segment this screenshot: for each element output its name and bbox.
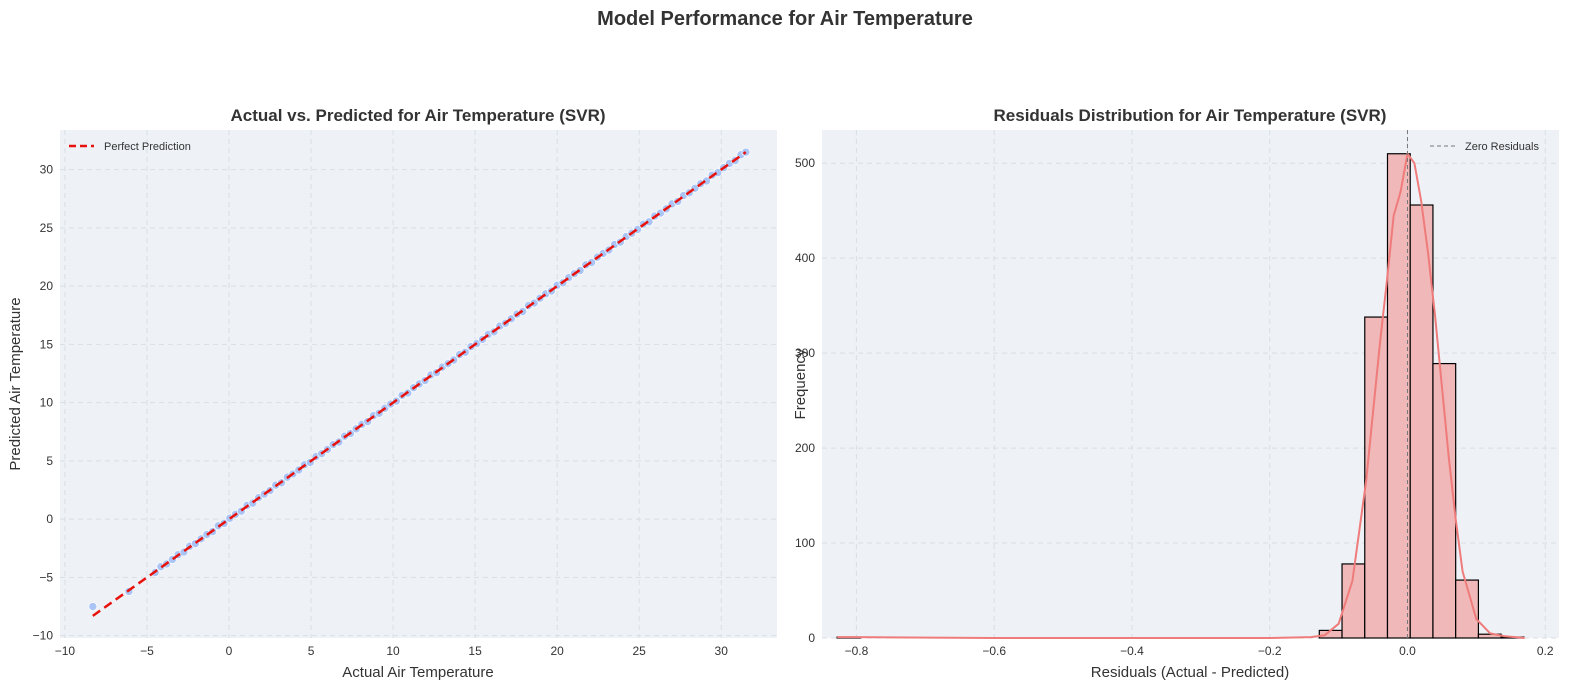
residuals-y-tick: 100 (795, 536, 815, 550)
scatter-x-label: Actual Air Temperature (342, 664, 493, 681)
scatter-y-tick: −10 (33, 629, 54, 643)
scatter-x-tick: 15 (468, 644, 482, 658)
figure-suptitle: Model Performance for Air Temperature (597, 8, 973, 30)
scatter-x-ticks: −10 −5 0 5 10 15 20 25 30 (55, 644, 728, 658)
scatter-x-tick: 0 (226, 644, 233, 658)
scatter-x-tick: 20 (550, 644, 564, 658)
scatter-x-tick: 5 (308, 644, 315, 658)
scatter-y-tick: 5 (46, 454, 53, 468)
residuals-panel: −0.8 −0.6 −0.4 −0.2 0.0 0.2 0100200300400500 … (792, 106, 1559, 681)
legend-zero-residuals-label: Zero Residuals (1465, 141, 1539, 153)
residuals-x-tick: 0.0 (1399, 644, 1416, 658)
residuals-x-ticks: −0.8 −0.6 −0.4 −0.2 0.0 0.2 (845, 644, 1554, 658)
scatter-y-tick: 0 (46, 512, 53, 526)
perfect-prediction-line (92, 151, 747, 617)
residuals-y-ticks: 0 100 200 300 400 500 (795, 156, 815, 645)
scatter-x-tick: 30 (715, 644, 729, 658)
scatter-y-tick: 10 (40, 396, 54, 410)
residuals-y-tick: 0 (808, 631, 815, 645)
scatter-x-tick: 10 (386, 644, 400, 658)
scatter-x-tick: 25 (632, 644, 646, 658)
scatter-y-tick: 15 (40, 337, 54, 351)
histogram-bar (1455, 579, 1480, 639)
residuals-y-tick: 500 (795, 156, 815, 170)
residuals-x-label: Residuals (Actual - Predicted) (1091, 664, 1289, 681)
residuals-x-tick: −0.4 (1120, 644, 1144, 658)
perfect-prediction-dashed-line (92, 151, 747, 617)
scatter-y-tick: −5 (39, 570, 53, 584)
residuals-y-label: Frequency (792, 348, 809, 419)
residuals-kde-curve (837, 152, 1525, 639)
scatter-gridlines (60, 130, 777, 638)
scatter-legend: Perfect Prediction (69, 141, 191, 153)
residuals-x-tick: −0.8 (845, 644, 869, 658)
scatter-title: Actual vs. Predicted for Air Temperature… (230, 106, 605, 125)
scatter-y-tick: 25 (40, 221, 54, 235)
histogram-bar (1364, 316, 1389, 639)
histogram-bar (1386, 153, 1411, 639)
kde-curve (837, 152, 1525, 639)
residuals-x-tick: 0.2 (1537, 644, 1554, 658)
residuals-histogram (836, 153, 1525, 639)
scatter-x-tick: −5 (140, 644, 154, 658)
scatter-panel: −10 −5 0 5 10 15 20 25 30 −10 −5 0 5 10 15 20 25 30 Actu… (7, 106, 777, 681)
residuals-x-tick: −0.2 (1258, 644, 1282, 658)
scatter-y-tick: 30 (40, 163, 54, 177)
residuals-legend: Zero Residuals (1430, 141, 1539, 153)
histogram-bar (1432, 362, 1457, 639)
scatter-x-tick: −10 (55, 644, 76, 658)
legend-perfect-prediction-label: Perfect Prediction (104, 141, 191, 153)
residuals-x-tick: −0.6 (982, 644, 1006, 658)
scatter-y-tick: 20 (40, 279, 54, 293)
residuals-y-tick: 200 (795, 441, 815, 455)
scatter-y-label: Predicted Air Temperature (7, 297, 24, 470)
residuals-y-tick: 300 (795, 346, 815, 360)
residuals-title: Residuals Distribution for Air Temperatu… (994, 106, 1387, 125)
scatter-y-ticks: −10 −5 0 5 10 15 20 25 30 (33, 163, 54, 643)
residuals-y-tick: 400 (795, 251, 815, 265)
scatter-point (88, 602, 98, 611)
